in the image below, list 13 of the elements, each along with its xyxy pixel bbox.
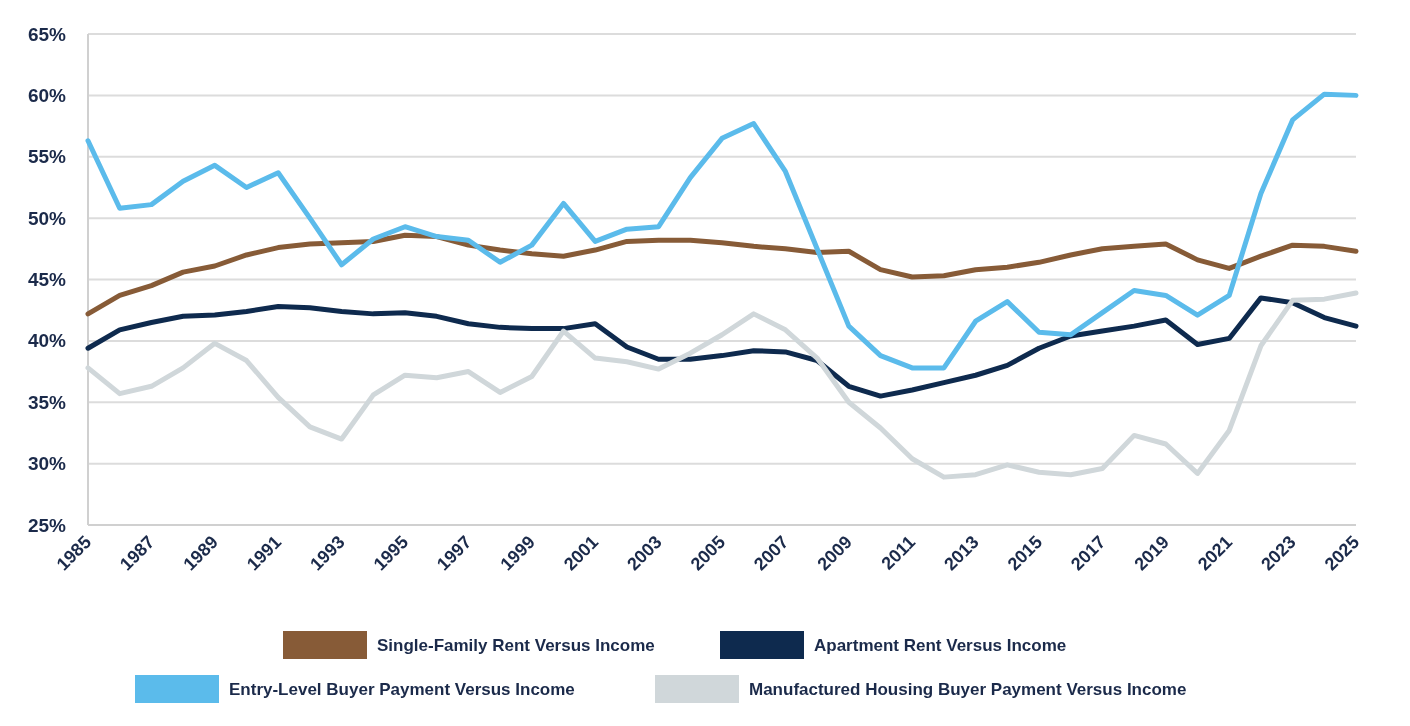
y-tick-label: 30%	[27, 453, 67, 475]
legend-label: Single-Family Rent Versus Income	[377, 635, 655, 655]
legend-label: Entry-Level Buyer Payment Versus Income	[229, 679, 575, 699]
y-tick-label: 35%	[27, 391, 67, 413]
legend-label: Manufactured Housing Buyer Payment Versus Income	[749, 679, 1187, 699]
legend-label: Apartment Rent Versus Income	[814, 635, 1067, 655]
y-tick-label: 60%	[27, 84, 67, 106]
y-tick-label: 65%	[27, 23, 67, 45]
y-tick-label: 50%	[27, 207, 67, 229]
y-tick-label: 25%	[27, 514, 67, 536]
y-tick-label: 55%	[27, 146, 67, 168]
y-tick-label: 40%	[27, 330, 67, 352]
y-tick-label: 45%	[27, 269, 67, 290]
